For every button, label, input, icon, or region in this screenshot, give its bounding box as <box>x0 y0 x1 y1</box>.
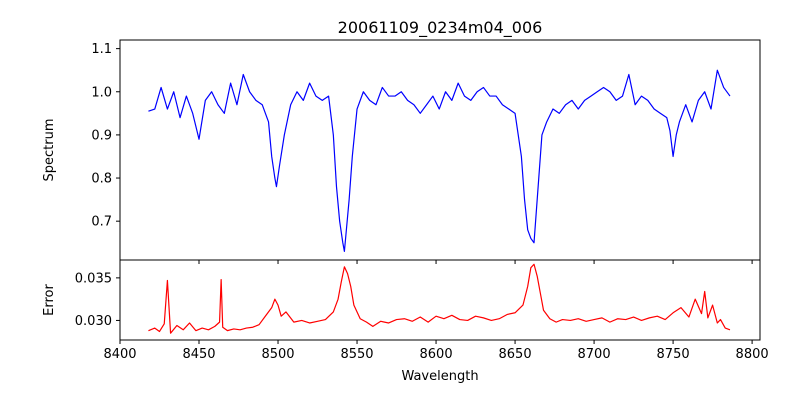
error-y-axis-label: Error <box>42 284 57 316</box>
error-y-tick-label: 0.035 <box>75 271 112 286</box>
error-series-layer <box>148 263 731 334</box>
error-panel: 8400 8450 8500 8550 8600 8650 8700 8750 8800 0.03… <box>42 259 769 384</box>
error-x-tick-label: 8800 <box>736 347 769 362</box>
spectrum-y-tick-label: 1.1 <box>91 42 112 57</box>
spectrum-y-tick-label: 0.8 <box>91 172 112 187</box>
error-y-tick-label: 0.030 <box>75 314 112 329</box>
error-x-tick-label: 8700 <box>578 347 611 362</box>
chart-title: 20061109_0234m04_006 <box>338 18 543 38</box>
spectrum-y-tick-label: 1.0 <box>91 85 112 100</box>
error-frame <box>119 259 761 341</box>
error-x-tick-label: 8750 <box>657 347 690 362</box>
spectrum-series-line-0 <box>148 69 731 252</box>
spectrum-y-tick-label: 0.9 <box>91 128 112 143</box>
error-x-tick-label: 8650 <box>499 347 532 362</box>
x-axis-label: Wavelength <box>401 369 478 384</box>
error-x-tick-label: 8400 <box>103 347 136 362</box>
error-axes-layer: 8400 8450 8500 8550 8600 8650 8700 8750 8800 0.03… <box>75 271 769 362</box>
spectrum-y-axis-label: Spectrum <box>42 119 57 182</box>
spectrum-series-layer <box>148 69 731 252</box>
error-x-tick-label: 8600 <box>420 347 453 362</box>
error-x-tick-label: 8550 <box>340 347 373 362</box>
spectrum-panel: 0.7 0.8 0.9 1.0 1.1 Spectrum <box>42 39 761 264</box>
spectrum-y-tick-label: 0.7 <box>91 215 112 230</box>
error-x-tick-label: 8500 <box>261 347 294 362</box>
error-series-line-0 <box>148 263 731 334</box>
error-x-tick-label: 8450 <box>182 347 215 362</box>
spectrum-axes-layer: 0.7 0.8 0.9 1.0 1.1 <box>91 42 753 264</box>
